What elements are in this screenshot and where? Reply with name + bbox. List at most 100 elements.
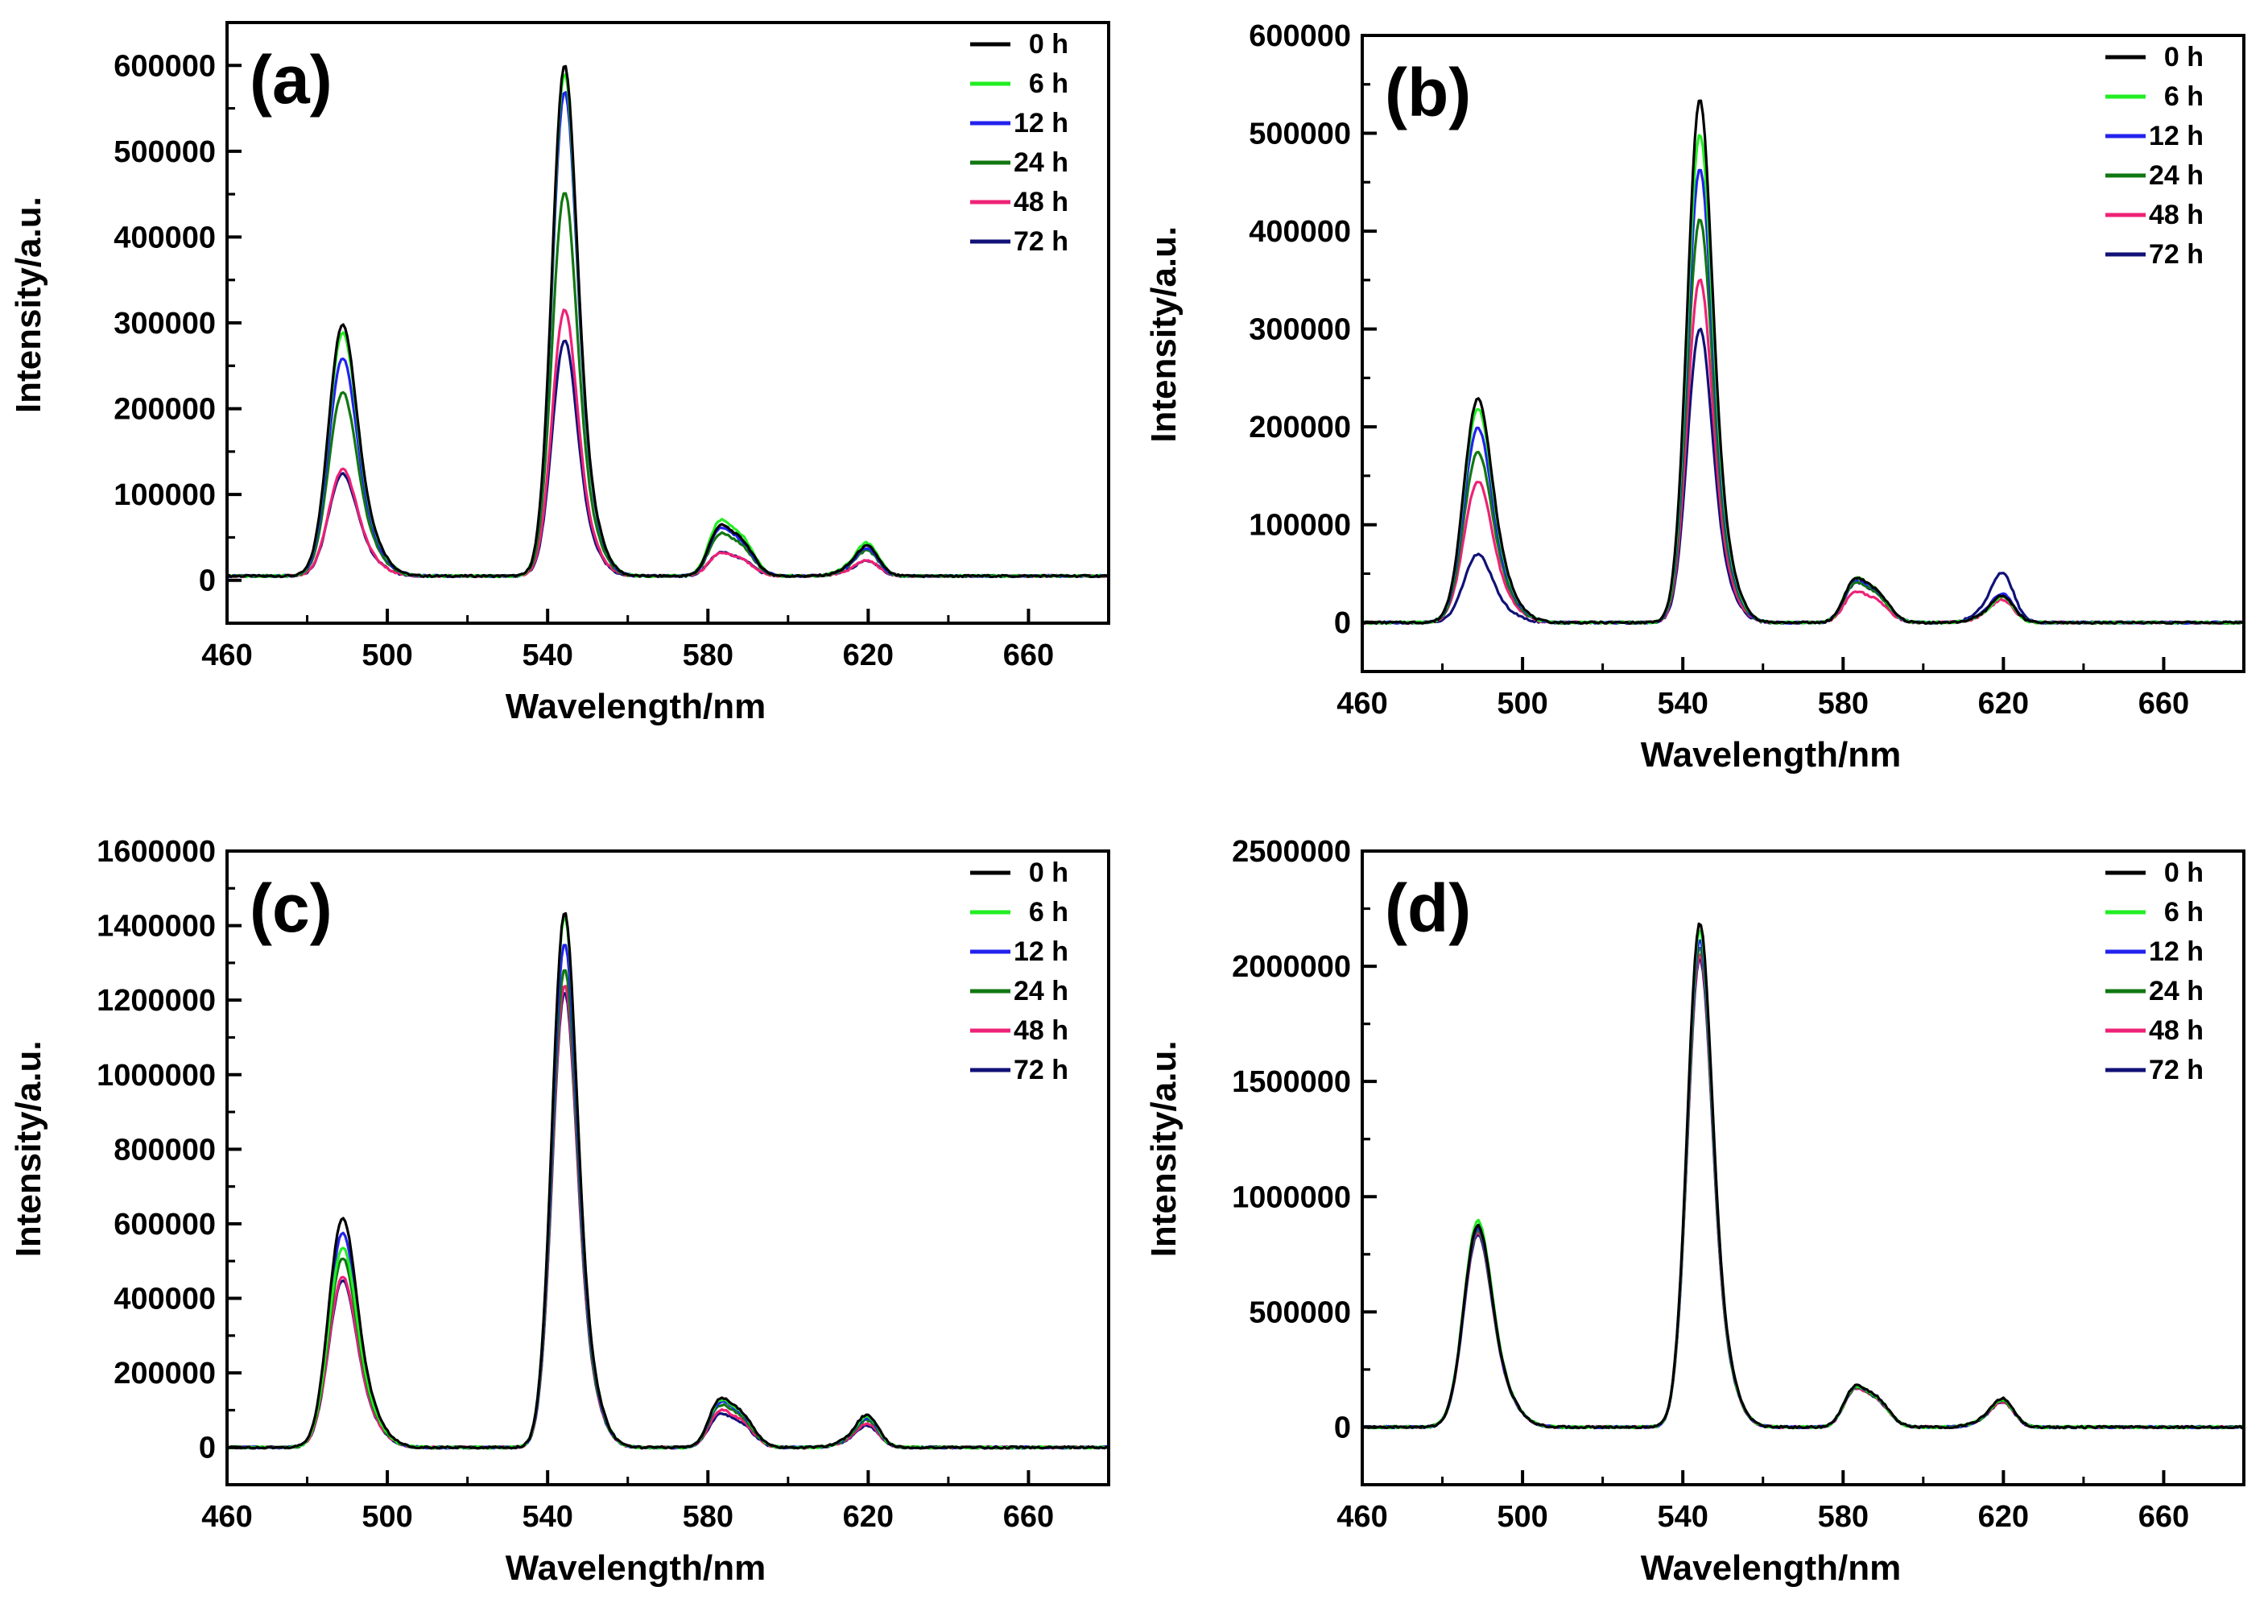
legend-label: 48 h: [2149, 200, 2204, 230]
y-tick-label: 2000000: [1232, 950, 1351, 984]
y-axis-label: Intensity/a.u.: [9, 1040, 48, 1257]
y-tick-label: 1000000: [97, 1059, 216, 1093]
y-axis-label: Intensity/a.u.: [1144, 1040, 1184, 1257]
y-tick-label: 200000: [1249, 411, 1351, 444]
x-tick-label: 660: [2138, 1500, 2189, 1534]
legend-label: 12 h: [1014, 936, 1068, 967]
legend-label: 0 h: [1029, 857, 1068, 888]
y-tick-label: 1500000: [1232, 1065, 1351, 1099]
series-line-6h: [227, 72, 1109, 579]
y-tick-label: 400000: [1249, 215, 1351, 249]
series-line-72h: [227, 991, 1109, 1450]
x-tick-label: 500: [1497, 1500, 1547, 1534]
chart-panel-1: 460 500 540 580 620 660 0 100000 200000 300000 400…: [9, 21, 1110, 726]
series-line-48h: [227, 985, 1109, 1450]
series-line-6h: [227, 916, 1109, 1450]
x-axis-label: Wavelength/nm: [506, 1548, 766, 1588]
series-line-24h: [227, 969, 1109, 1450]
y-axis-label: Intensity/a.u.: [1144, 226, 1184, 443]
x-tick-label: 460: [1336, 687, 1387, 721]
plot-frame: [1361, 34, 2245, 673]
legend-label: 24 h: [2149, 160, 2204, 191]
x-axis-label: Wavelength/nm: [506, 687, 766, 726]
legend-label: 0 h: [1029, 29, 1068, 60]
y-tick-label: 500000: [114, 135, 216, 169]
series-line-24h: [1362, 218, 2244, 625]
x-tick-label: 620: [843, 1500, 894, 1534]
legend-label: 0 h: [2164, 857, 2204, 888]
y-tick-label: 0: [199, 564, 216, 598]
series-line-48h: [1362, 279, 2244, 625]
series-line-6h: [1362, 929, 2244, 1430]
x-tick-label: 660: [1003, 1500, 1054, 1534]
plot-frame: [225, 849, 1110, 1486]
y-tick-label: 400000: [114, 221, 216, 254]
y-tick-label: 0: [199, 1432, 216, 1465]
panel-label: (d): [1385, 870, 1471, 946]
y-tick-label: 400000: [114, 1283, 216, 1316]
legend-label: 6 h: [2164, 81, 2204, 112]
x-tick-label: 620: [1978, 687, 2029, 721]
series-line-24h: [1362, 947, 2244, 1430]
series-line-12h: [227, 944, 1109, 1450]
series-line-0h: [1362, 922, 2244, 1430]
y-tick-label: 2500000: [1232, 835, 1351, 869]
legend-label: 12 h: [1014, 108, 1068, 138]
y-tick-label: 100000: [114, 478, 216, 512]
y-tick-label: 1200000: [97, 984, 216, 1018]
series-line-72h: [1362, 328, 2244, 625]
x-tick-label: 620: [1978, 1500, 2029, 1534]
y-tick-label: 600000: [114, 49, 216, 83]
legend-label: 12 h: [2149, 936, 2204, 967]
x-tick-label: 660: [1003, 638, 1054, 672]
x-tick-label: 500: [361, 1500, 412, 1534]
plot-frame: [1361, 849, 2245, 1486]
x-axis-label: Wavelength/nm: [1641, 1548, 1902, 1588]
legend-label: 6 h: [1029, 68, 1068, 99]
x-tick-label: 580: [1818, 687, 1869, 721]
x-tick-label: 460: [201, 1500, 252, 1534]
y-tick-label: 300000: [114, 307, 216, 341]
x-tick-label: 540: [1657, 1500, 1708, 1534]
series-line-0h: [227, 911, 1109, 1450]
legend-label: 0 h: [2164, 42, 2204, 72]
panel-label: (b): [1385, 55, 1471, 130]
x-tick-label: 580: [1818, 1500, 1869, 1534]
series-line-0h: [1362, 99, 2244, 625]
plot-frame: [225, 21, 1110, 625]
panel-label: (c): [250, 870, 333, 946]
y-tick-label: 300000: [1249, 313, 1351, 347]
x-tick-label: 500: [361, 638, 412, 672]
legend-label: 72 h: [1014, 1055, 1068, 1085]
x-tick-label: 620: [843, 638, 894, 672]
y-tick-label: 100000: [1249, 509, 1351, 543]
legend-label: 48 h: [1014, 187, 1068, 217]
chart-panel-3: 460 500 540 580 620 660 0 200000 400000 600000 800…: [9, 835, 1110, 1588]
series-line-12h: [227, 91, 1109, 579]
legend-label: 12 h: [2149, 121, 2204, 151]
legend-label: 6 h: [2164, 897, 2204, 928]
legend-label: 72 h: [1014, 226, 1068, 257]
y-tick-label: 0: [1334, 606, 1351, 640]
legend-label: 48 h: [2149, 1015, 2204, 1046]
x-tick-label: 660: [2138, 687, 2189, 721]
y-tick-label: 0: [1334, 1411, 1351, 1444]
y-tick-label: 1600000: [97, 835, 216, 869]
series-line-0h: [227, 64, 1109, 579]
y-tick-label: 500000: [1249, 1295, 1351, 1329]
legend-label: 24 h: [1014, 147, 1068, 178]
series-line-6h: [1362, 134, 2244, 625]
panel-label: (a): [250, 42, 333, 118]
y-tick-label: 200000: [114, 393, 216, 427]
legend-label: 48 h: [1014, 1015, 1068, 1046]
x-tick-label: 540: [1657, 687, 1708, 721]
y-tick-label: 500000: [1249, 118, 1351, 151]
x-axis-label: Wavelength/nm: [1641, 735, 1902, 775]
x-tick-label: 540: [522, 1500, 572, 1534]
legend-label: 24 h: [2149, 976, 2204, 1006]
legend-label: 72 h: [2149, 239, 2204, 270]
x-tick-label: 460: [1336, 1500, 1387, 1534]
x-tick-label: 580: [683, 638, 733, 672]
y-tick-label: 1000000: [1232, 1180, 1351, 1214]
